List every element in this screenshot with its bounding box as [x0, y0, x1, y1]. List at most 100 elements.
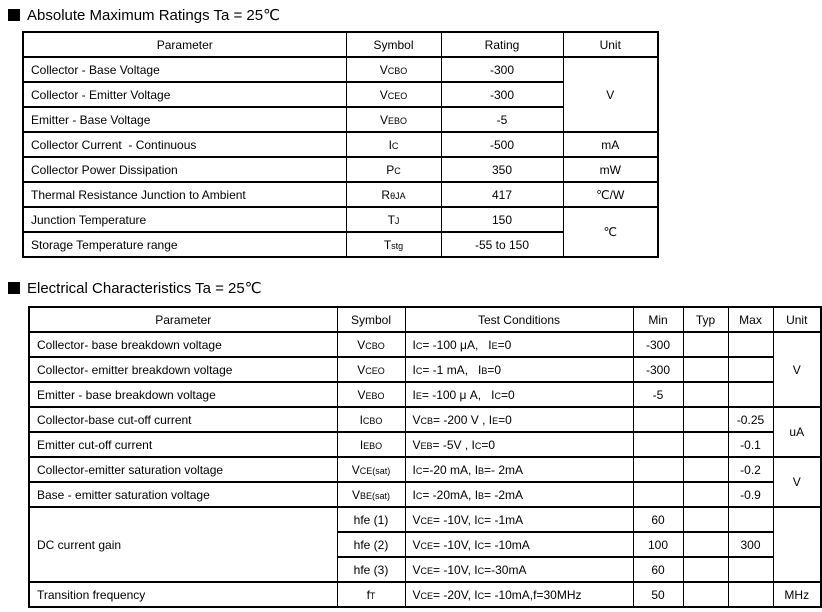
cell-test-conditions: VCE= -10V, IC= -10mA	[404, 531, 634, 558]
cell-parameter: Collector-base cut-off current	[28, 406, 338, 433]
cell-max: 300	[727, 531, 774, 558]
cell-symbol: VCEO	[336, 356, 406, 383]
cell-test-conditions: IC=-20 mA, IB=- 2mA	[404, 456, 634, 483]
column-header-rating: Rating	[440, 31, 564, 58]
cell-parameter: Emitter - Base Voltage	[22, 106, 347, 133]
cell-min: 60	[632, 506, 684, 533]
cell-typ	[682, 481, 729, 508]
cell-parameter: DC current gain	[28, 506, 338, 583]
cell-parameter: Collector- base breakdown voltage	[28, 331, 338, 358]
cell-min	[632, 431, 684, 458]
table-row: DC current gain hfe (1) VCE= -10V, IC= -…	[28, 506, 822, 583]
cell-typ	[682, 531, 729, 558]
cell-symbol: VCE(sat)	[336, 456, 406, 483]
cell-parameter: Collector-emitter saturation voltage	[28, 456, 338, 483]
cell-typ	[682, 431, 729, 458]
table-row: Collector Power Dissipation PC 350 mW	[22, 156, 659, 183]
column-header-symbol: Symbol	[336, 306, 406, 333]
cell-parameter: Emitter - base breakdown voltage	[28, 381, 338, 408]
section-title-absolute-maximum-ratings: Absolute Maximum Ratings Ta = 25℃	[8, 6, 280, 24]
cell-min: 50	[632, 581, 684, 608]
cell-symbol: Tstg	[345, 231, 442, 258]
column-header-unit: Unit	[562, 31, 659, 58]
cell-test-conditions: VCE= -10V, IC=-30mA	[404, 556, 634, 583]
cell-max	[727, 356, 774, 383]
table-row: Collector Current - Continuous IC -500 m…	[22, 131, 659, 158]
cell-rating: -300	[440, 81, 564, 108]
cell-typ	[682, 356, 729, 383]
cell-test-conditions: VCE= -20V, IC= -10mA,f=30MHz	[404, 581, 634, 608]
cell-max	[727, 331, 774, 358]
cell-min: -5	[632, 381, 684, 408]
cell-parameter: Collector Current - Continuous	[22, 131, 347, 158]
table-row: Thermal Resistance Junction to Ambient R…	[22, 181, 659, 208]
cell-typ	[682, 456, 729, 483]
cell-rating: -55 to 150	[440, 231, 564, 258]
cell-unit: ℃/W	[562, 181, 659, 208]
cell-parameter: Thermal Resistance Junction to Ambient	[22, 181, 347, 208]
cell-symbol: hfe (1)	[336, 506, 406, 533]
cell-parameter: Collector - Emitter Voltage	[22, 81, 347, 108]
table-row: hfe (2) VCE= -10V, IC= -10mA 100 300	[29, 531, 821, 558]
cell-symbol: TJ	[345, 206, 442, 233]
cell-parameter: Storage Temperature range	[22, 231, 347, 258]
cell-max: -0.2	[727, 456, 774, 483]
cell-min	[632, 456, 684, 483]
column-header-unit: Unit	[772, 306, 822, 333]
cell-parameter: Junction Temperature	[22, 206, 347, 233]
cell-symbol: IC	[345, 131, 442, 158]
cell-unit: mW	[562, 156, 659, 183]
cell-unit: V	[772, 456, 822, 508]
cell-unit	[772, 506, 822, 583]
cell-symbol: VEBO	[336, 381, 406, 408]
section-title-text: Electrical Characteristics Ta = 25℃	[27, 280, 262, 297]
cell-min: 60	[632, 556, 684, 583]
cell-test-conditions: IC= -20mA, IB= -2mA	[404, 481, 634, 508]
absolute-maximum-ratings-table: Parameter Symbol Rating Unit Collector -…	[22, 31, 659, 258]
cell-rating: 350	[440, 156, 564, 183]
cell-parameter: Transition frequency	[28, 581, 338, 608]
cell-unit: ℃	[562, 206, 659, 258]
cell-max: -0.9	[727, 481, 774, 508]
table-row: Transition frequency fT VCE= -20V, IC= -…	[28, 581, 822, 608]
column-header-typ: Typ	[682, 306, 729, 333]
table-row: Collector- emitter breakdown voltage VCE…	[28, 356, 821, 383]
cell-symbol: hfe (2)	[336, 531, 406, 558]
column-header-parameter: Parameter	[22, 31, 347, 58]
cell-parameter: Base - emitter saturation voltage	[28, 481, 338, 508]
cell-test-conditions: VEB= -5V , IC=0	[404, 431, 634, 458]
cell-max: -0.1	[727, 431, 774, 458]
cell-symbol: VBE(sat)	[336, 481, 406, 508]
black-square-icon	[8, 282, 20, 294]
table-row: Emitter - Base Voltage VEBO -5	[22, 106, 658, 133]
cell-unit: V	[772, 331, 822, 408]
cell-symbol: IEBO	[336, 431, 406, 458]
cell-unit: MHz	[772, 581, 822, 608]
table-row: Collector - Emitter Voltage VCEO -300	[22, 81, 658, 108]
cell-typ	[682, 506, 729, 533]
cell-symbol: RθJA	[345, 181, 442, 208]
cell-max	[727, 381, 774, 408]
table-row: Collector-emitter saturation voltage VCE…	[28, 456, 822, 508]
cell-test-conditions: IC= -1 mA, IB=0	[404, 356, 634, 383]
cell-symbol: ICBO	[336, 406, 406, 433]
column-header-parameter: Parameter	[28, 306, 338, 333]
cell-min: 100	[632, 531, 684, 558]
cell-test-conditions: IE= -100 μ A, IC=0	[404, 381, 634, 408]
cell-parameter: Collector - Base Voltage	[22, 56, 347, 83]
column-header-symbol: Symbol	[345, 31, 442, 58]
cell-symbol: VCEO	[345, 81, 442, 108]
cell-rating: 150	[440, 206, 564, 233]
cell-max	[727, 556, 774, 583]
cell-test-conditions: VCE= -10V, IC= -1mA	[404, 506, 634, 533]
cell-typ	[682, 406, 729, 433]
cell-symbol: VCBO	[345, 56, 442, 83]
cell-max	[727, 581, 774, 608]
cell-min	[632, 406, 684, 433]
table-row: Collector-base cut-off current ICBO VCB=…	[28, 406, 822, 458]
cell-typ	[682, 581, 729, 608]
cell-parameter: Collector- emitter breakdown voltage	[28, 356, 338, 383]
cell-parameter: Collector Power Dissipation	[22, 156, 347, 183]
cell-min	[632, 481, 684, 508]
